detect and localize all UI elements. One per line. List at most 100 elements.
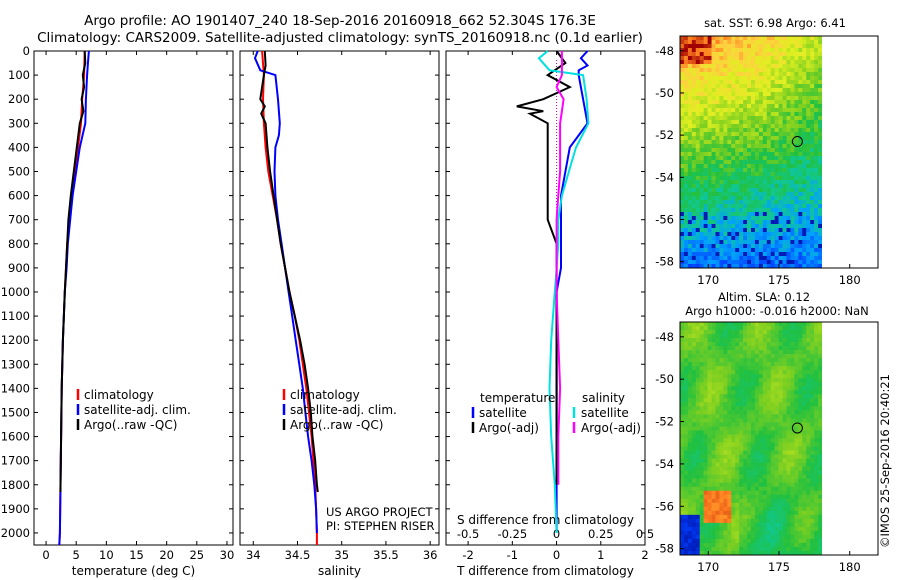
map1-lat-label-1: -50 — [655, 86, 674, 100]
panel2-xtick-label-0: 34 — [246, 548, 261, 562]
annotation-project: US ARGO PROJECT — [326, 505, 434, 519]
depth-tick-label-12: 1200 — [1, 333, 30, 347]
map2-lon-label-0: 170 — [697, 560, 719, 574]
panel1-legend-label-2: Argo(..raw -QC) — [84, 418, 177, 432]
panel1-legend-label-1: satellite-adj. clim. — [84, 403, 191, 417]
panel3-xtick-label-3: 1 — [597, 548, 604, 562]
depth-tick-label-4: 400 — [8, 140, 30, 154]
map2-float-position-marker — [791, 422, 803, 434]
panel2-xtick-label-4: 36 — [423, 548, 438, 562]
depth-tick-label-20: 2000 — [1, 526, 30, 540]
depth-tick-label-8: 800 — [8, 237, 30, 251]
diff-series-s-argo-adj- — [555, 51, 565, 485]
map2-lon-label-2: 180 — [839, 560, 861, 574]
map1-lat-label-4: -56 — [655, 212, 674, 226]
map1-float-position-marker — [791, 136, 803, 148]
diff-legend-t-label-1: Argo(-adj) — [479, 421, 539, 435]
sdiff-tick-label-1: -0.25 — [497, 527, 527, 541]
panel2-xlabel: salinity — [318, 564, 361, 578]
creation-stamp: ©IMOS 25-Sep-2016 20:40:21 — [878, 374, 892, 548]
map2-lat-label-5: -58 — [655, 542, 674, 556]
map2-lon-label-1: 175 — [768, 560, 790, 574]
diff-legend-t-label-0: satellite — [479, 406, 527, 420]
panel2-xtick-label-2: 35 — [334, 548, 349, 562]
map-sla-title: Altim. SLA: 0.12 — [718, 290, 810, 304]
depth-tick-label-15: 1500 — [1, 405, 30, 419]
diff-series-t-argo-adj- — [516, 50, 573, 485]
map1-lon-label-2: 180 — [839, 273, 861, 287]
panel1-xtick-label-3: 15 — [129, 548, 144, 562]
map2-lat-label-2: -52 — [655, 415, 674, 429]
sdiff-tick-label-3: 0.25 — [588, 527, 614, 541]
diff-series-t-satellite — [555, 50, 590, 533]
map2-lat-label-4: -56 — [655, 499, 674, 513]
map2-lat-label-3: -54 — [655, 457, 674, 471]
panel2-xtick-label-3: 35.5 — [373, 548, 399, 562]
depth-tick-label-19: 1900 — [1, 502, 30, 516]
panel2-xtick-label-1: 34.5 — [285, 548, 311, 562]
figure-title-line-2: Climatology: CARS2009. Satellite-adjuste… — [37, 30, 643, 46]
map-sst-title: sat. SST: 6.98 Argo: 6.41 — [704, 16, 846, 30]
depth-tick-label-6: 600 — [8, 189, 30, 203]
panel1-xtick-label-2: 10 — [99, 548, 114, 562]
depth-tick-label-14: 1400 — [1, 381, 30, 395]
panel1-xtick-label-4: 20 — [159, 548, 174, 562]
map1-lon-label-1: 175 — [768, 273, 790, 287]
map1-lat-label-0: -48 — [655, 44, 674, 58]
panel1-series-argo-raw-qc- — [59, 50, 87, 492]
map1-lat-label-3: -54 — [655, 170, 674, 184]
depth-tick-label-18: 1800 — [1, 478, 30, 492]
depth-tick-label-10: 1000 — [1, 285, 30, 299]
annotation-pi: PI: STEPHEN RISER — [326, 519, 435, 533]
diff-series-s-satellite — [537, 50, 590, 534]
panel1-xtick-label-0: 0 — [42, 548, 49, 562]
sdiff-tick-label-0: -0.5 — [457, 527, 479, 541]
panel1-frame — [33, 50, 234, 546]
map1-lon-label-0: 170 — [697, 273, 719, 287]
map1-field — [680, 36, 822, 268]
diff-legend-salinity-heading: salinity — [582, 391, 625, 405]
panel3-xtick-label-2: 0 — [553, 548, 560, 562]
panel1-xtick-label-6: 30 — [220, 548, 235, 562]
depth-tick-label-0: 0 — [23, 44, 30, 58]
depth-tick-label-9: 900 — [8, 261, 30, 275]
panel2-series-argo-raw-qc- — [259, 50, 319, 493]
map2-lat-label-0: -48 — [655, 330, 674, 344]
panel3-xtick-label-1: -1 — [507, 548, 518, 562]
depth-tick-label-5: 500 — [8, 164, 30, 178]
panel3-xtick-label-4: 2 — [641, 548, 648, 562]
depth-tick-label-7: 700 — [8, 213, 30, 227]
panel3-xlabel: T difference from climatology — [456, 564, 634, 578]
diff-legend-s-label-0: satellite — [581, 406, 629, 420]
panel3-xtick-label-0: -2 — [462, 548, 473, 562]
depth-tick-label-17: 1700 — [1, 454, 30, 468]
depth-tick-label-3: 300 — [8, 116, 30, 130]
panel2-legend-label-1: satellite-adj. clim. — [290, 403, 397, 417]
diff-legend-temperature-heading: temperature — [480, 391, 555, 405]
map-sla-subtitle: Argo h1000: -0.016 h2000: NaN — [685, 304, 869, 318]
panel1-xtick-label-5: 25 — [189, 548, 204, 562]
panel1-legend-label-0: climatology — [84, 388, 154, 402]
map1-lat-label-5: -58 — [655, 255, 674, 269]
sdiff-axis-label: S difference from climatology — [457, 513, 634, 527]
map2-field — [680, 322, 822, 555]
panel1-xtick-label-1: 5 — [73, 548, 80, 562]
depth-tick-label-1: 100 — [8, 68, 30, 82]
diff-legend-s-label-1: Argo(-adj) — [581, 421, 641, 435]
panel1-series-climatology — [58, 50, 86, 546]
sdiff-tick-label-4: 0.5 — [636, 527, 654, 541]
map1-lat-label-2: -52 — [655, 128, 674, 142]
depth-tick-label-2: 200 — [8, 92, 30, 106]
panel2-legend-label-2: Argo(..raw -QC) — [290, 418, 383, 432]
sdiff-tick-label-2: 0 — [553, 527, 560, 541]
map2-lat-label-1: -50 — [655, 372, 674, 386]
figure-title-line-1: Argo profile: AO 1901407_240 18-Sep-2016… — [84, 13, 596, 29]
panel2-frame — [239, 50, 440, 546]
panel3-frame — [445, 50, 646, 546]
panel1-xlabel: temperature (deg C) — [72, 564, 195, 578]
depth-tick-label-11: 1100 — [1, 309, 30, 323]
panel2-legend-label-0: climatology — [290, 388, 360, 402]
depth-tick-label-16: 1600 — [1, 430, 30, 444]
depth-tick-label-13: 1300 — [1, 357, 30, 371]
